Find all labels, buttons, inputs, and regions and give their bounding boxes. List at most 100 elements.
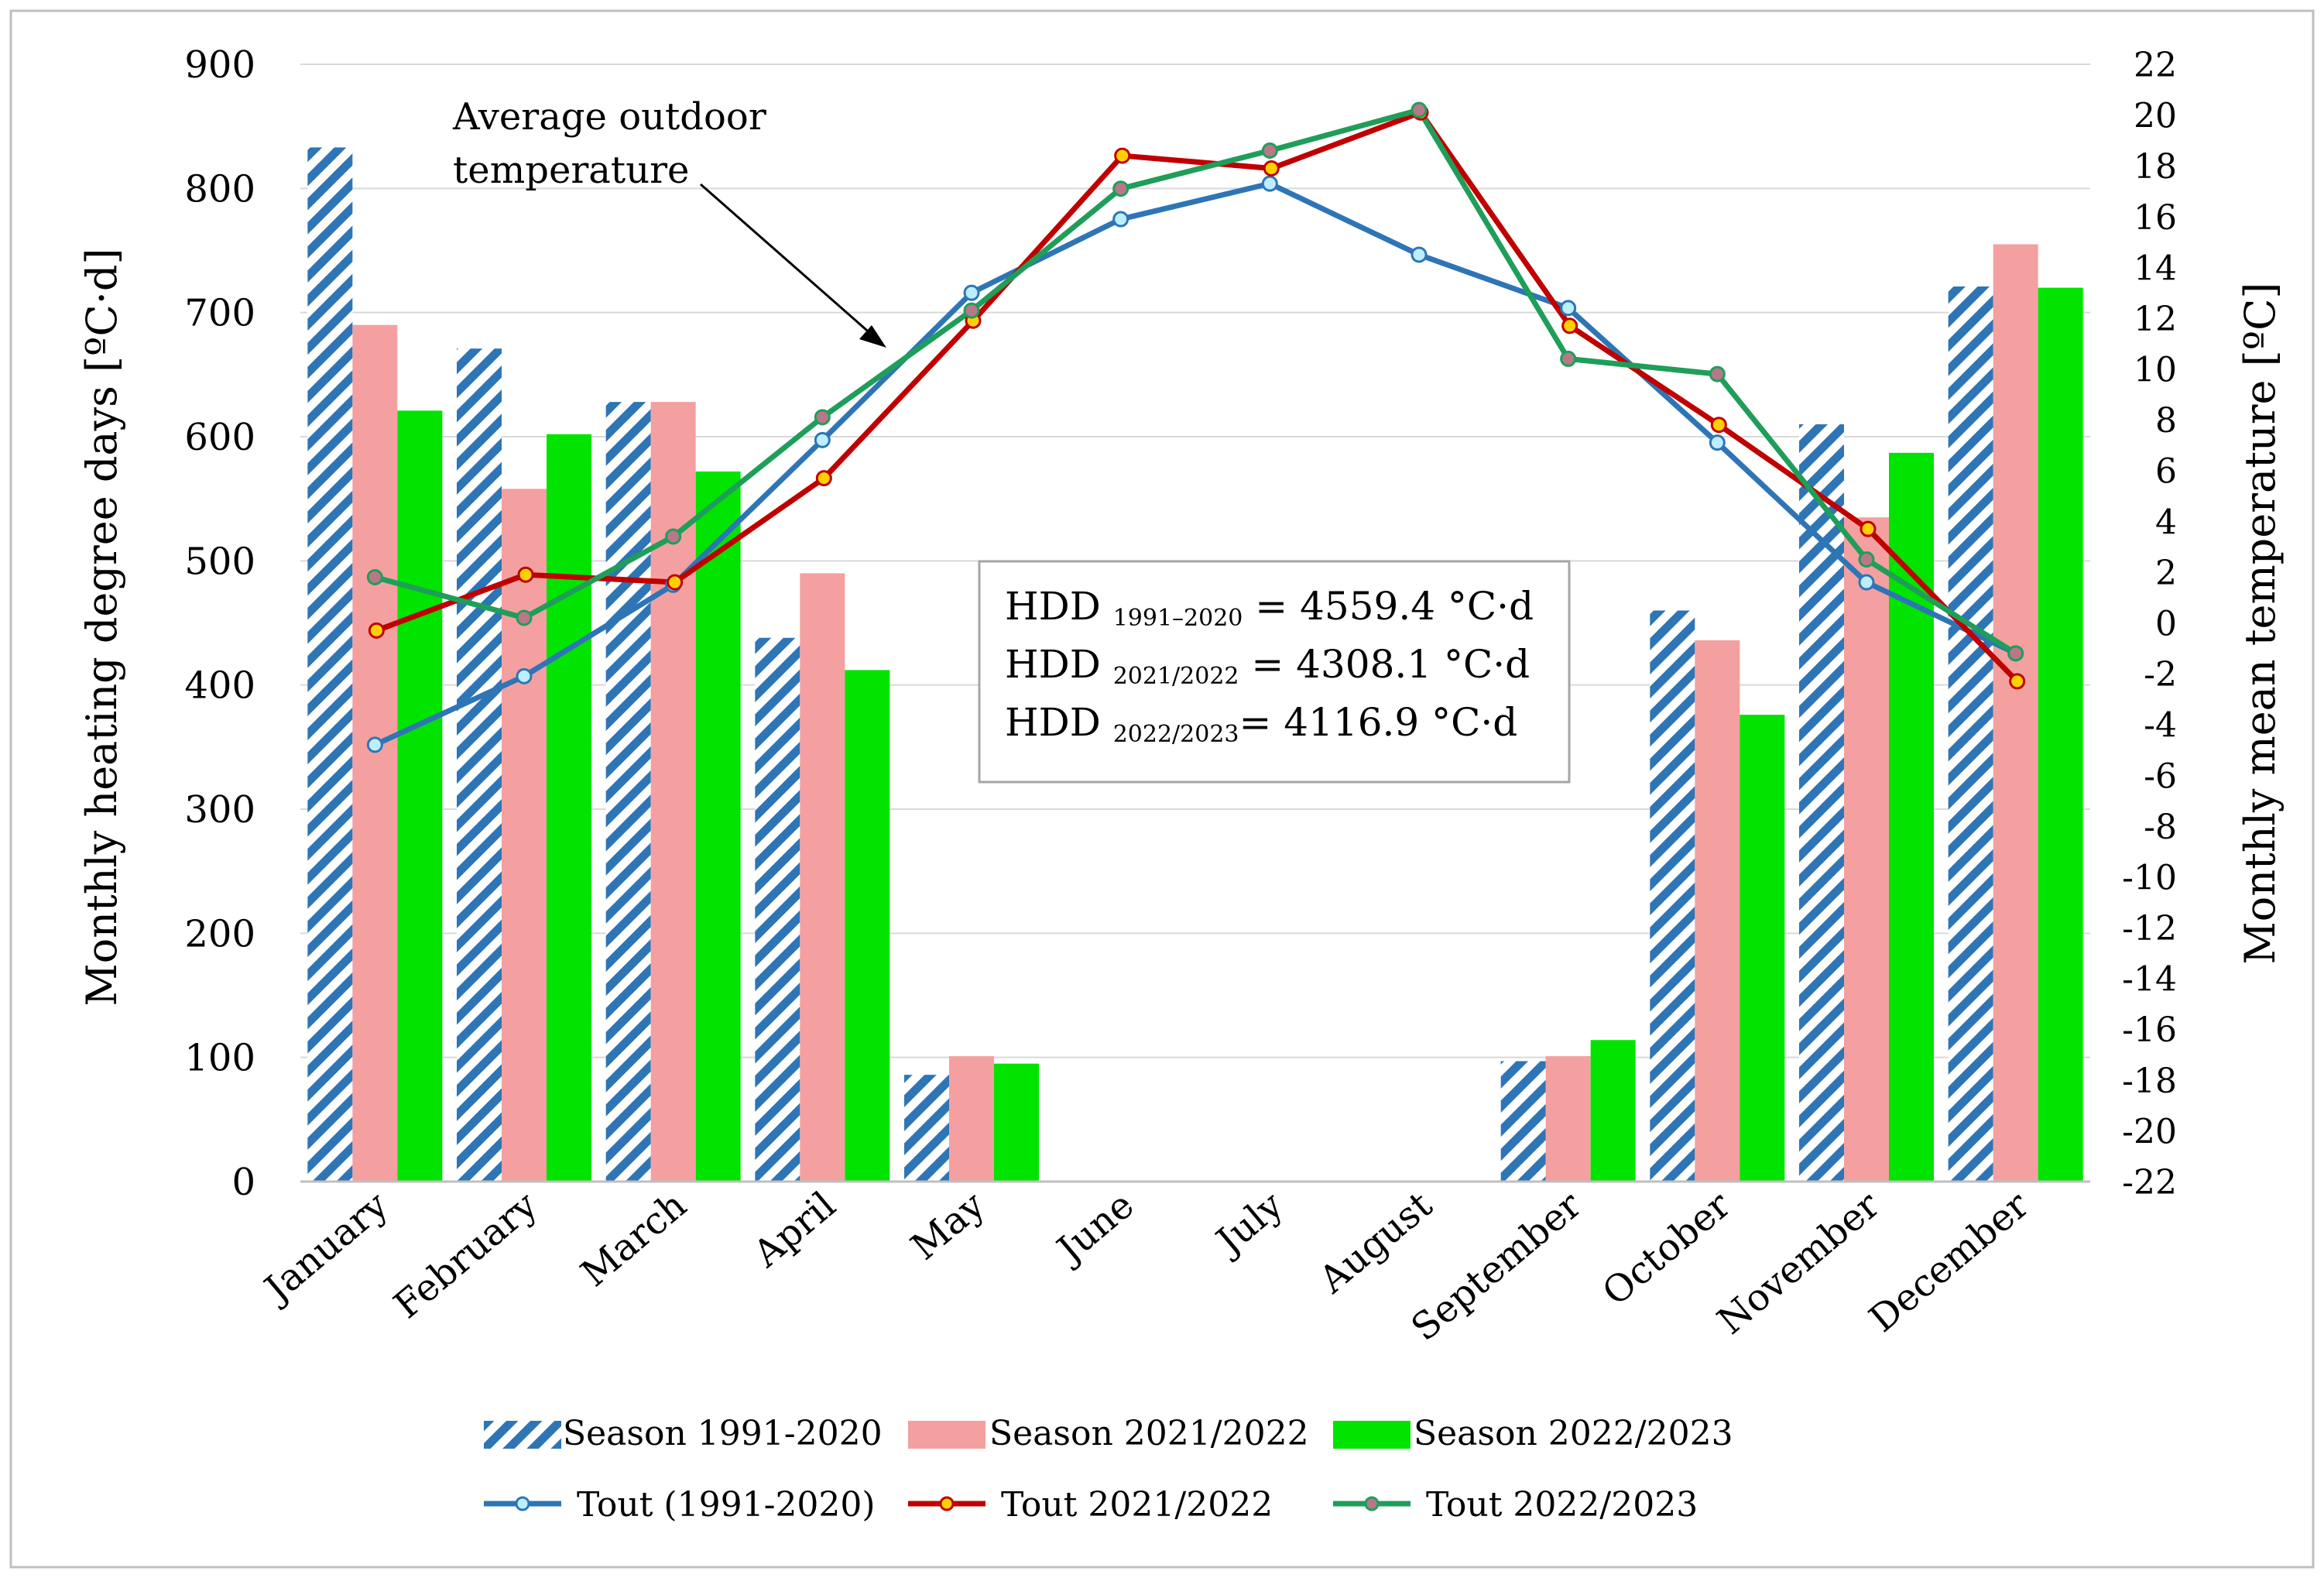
point-tout-2022-2023-august (1411, 101, 1428, 118)
point-tout-2021-2022-december (2009, 673, 2026, 690)
hdd-line-2021-2022: HDD 2021/2022 = 4308.1 °C·d (1005, 642, 1530, 690)
point-tout-2021-2022-november (1860, 520, 1877, 537)
bar-season-2021-2022-november (1844, 517, 1889, 1182)
legend-label-season-2022-2023: Season 2022/2023 (1414, 1414, 1733, 1453)
legend-label-tout-1991-2020: Tout (1991-2020) (577, 1485, 876, 1525)
y-right-tick-label: 4 (2155, 503, 2177, 542)
point-tout-1991-2020-april (814, 431, 831, 448)
point-tout-1991-2020-august (1411, 246, 1428, 263)
y-left-tick-label: 400 (184, 664, 255, 708)
point-tout-1991-2020-may (963, 284, 980, 301)
y-right-tick-label: 20 (2134, 97, 2177, 136)
point-tout-2022-2023-july (1261, 142, 1278, 160)
y-right-tick-label: 18 (2134, 147, 2177, 187)
bar-season-2021-2022-february (502, 489, 547, 1182)
y-left-tick-label: 700 (184, 292, 255, 335)
bar-season-1991-2020-april (755, 637, 800, 1182)
gridlines (300, 63, 2090, 1058)
legend-label-tout-2021-2022: Tout 2021/2022 (1001, 1485, 1273, 1525)
legend-swatch-season-2021-2022 (908, 1421, 985, 1449)
bar-season-2021-2022-april (800, 573, 845, 1182)
bar-season-2021-2022-september (1545, 1056, 1591, 1182)
y-right-tick-label: -22 (2122, 1163, 2177, 1202)
y-left-tick-label: 300 (184, 788, 255, 832)
bar-season-1991-2020-october (1650, 610, 1695, 1182)
temperature-lines (373, 107, 2020, 748)
point-tout-1991-2020-january (366, 736, 383, 753)
y-right-tick-label: -2 (2144, 655, 2177, 695)
point-tout-2022-2023-september (1560, 350, 1577, 367)
y-left-tick-label: 600 (184, 416, 255, 459)
annotation-line2: temperature (453, 149, 689, 192)
legend-swatch-season-2022-2023 (1333, 1421, 1411, 1449)
y-left-tick-label: 0 (231, 1161, 255, 1204)
point-tout-2022-2023-february (516, 609, 533, 626)
y-right-tick-label: 12 (2134, 300, 2177, 339)
y-left-axis-label: Monthly heating degree days [ºC·d] (77, 248, 126, 1006)
point-tout-2021-2022-january (368, 622, 385, 639)
y-right-tick-label: -10 (2122, 858, 2177, 897)
point-tout-2021-2022-july (1263, 160, 1280, 177)
point-tout-2021-2022-march (667, 574, 684, 591)
point-tout-2022-2023-december (2007, 645, 2024, 662)
bar-season-1991-2020-september (1500, 1061, 1546, 1182)
point-tout-2022-2023-march (665, 528, 682, 545)
hdd-line-1991-2020: HDD 1991–2020 = 4559.4 °C·d (1005, 584, 1534, 632)
y-left-tick-label: 800 (184, 167, 255, 211)
point-tout-1991-2020-november (1858, 574, 1875, 591)
point-tout-1991-2020-october (1709, 434, 1726, 451)
point-tout-2021-2022-september (1561, 317, 1578, 334)
legend-label-tout-2022-2023: Tout 2022/2023 (1426, 1485, 1698, 1525)
y-right-tick-label: 6 (2155, 452, 2177, 492)
bar-season-2021-2022-december (1993, 244, 2038, 1182)
point-tout-2022-2023-june (1112, 180, 1129, 197)
annotation-arrowhead (859, 325, 886, 348)
y-right-tick-label: 10 (2134, 351, 2177, 390)
y-left-tick-label: 200 (184, 912, 255, 955)
bar-season-2022-2023-april (845, 670, 890, 1182)
y-right-tick-label: -14 (2122, 960, 2177, 1000)
point-tout-1991-2020-july (1261, 175, 1278, 192)
y-right-tick-label: -8 (2144, 808, 2177, 847)
y-right-tick-label: -16 (2122, 1010, 2177, 1050)
hdd-box (978, 560, 1571, 784)
bar-season-2021-2022-january (352, 324, 398, 1182)
y-right-axis-label: Monthly mean temperature [ºC] (2236, 283, 2285, 965)
bar-season-1991-2020-march (605, 402, 651, 1182)
y-right-tick-label: 16 (2134, 198, 2177, 238)
bar-season-2022-2023-october (1740, 715, 1785, 1182)
point-tout-2022-2023-may (963, 302, 980, 319)
y-left-tick-label: 100 (184, 1037, 255, 1080)
line-tout-2022-2023 (374, 107, 2017, 656)
bar-season-2022-2023-february (547, 434, 591, 1182)
y-right-tick-label: -20 (2122, 1112, 2177, 1151)
temperature-markers (366, 101, 2026, 753)
line-tout-1991-2020 (373, 180, 2017, 748)
bar-season-2022-2023-september (1590, 1040, 1636, 1182)
point-tout-2022-2023-april (814, 409, 831, 426)
bar-season-2022-2023-december (2038, 287, 2083, 1182)
y-right-tick-label: -6 (2144, 756, 2177, 796)
hdd-line-2022-2023: HDD 2022/2023= 4116.9 °C·d (1005, 700, 1517, 748)
legend-marker-tout-2022-2023 (1364, 1496, 1380, 1511)
y-right-tick-label: -18 (2122, 1062, 2177, 1101)
line-tout-2021-2022 (375, 109, 2020, 684)
y-left-tick-labels: 0 100 200 300 400 500 600 700 800 900 (184, 43, 255, 1204)
y-left-tick-label: 500 (184, 540, 255, 583)
y-right-tick-label: -4 (2144, 706, 2177, 746)
y-right-tick-label: -12 (2122, 909, 2177, 949)
point-tout-1991-2020-september (1560, 300, 1577, 317)
y-right-tick-label: 22 (2134, 46, 2177, 85)
legend-label-season-2021-2022: Season 2021/2022 (989, 1414, 1309, 1453)
bar-season-2021-2022-march (650, 402, 696, 1182)
bars (307, 147, 2083, 1182)
y-right-tick-label: 2 (2155, 554, 2177, 593)
legend-marker-tout-2021-2022 (939, 1496, 955, 1511)
point-tout-2022-2023-november (1858, 551, 1875, 568)
bar-season-1991-2020-may (904, 1075, 949, 1182)
bar-season-1991-2020-december (1948, 286, 1993, 1182)
point-tout-2022-2023-january (366, 568, 383, 585)
bar-season-2022-2023-march (695, 471, 741, 1182)
point-tout-2021-2022-february (517, 566, 534, 583)
point-tout-1991-2020-february (516, 667, 533, 684)
